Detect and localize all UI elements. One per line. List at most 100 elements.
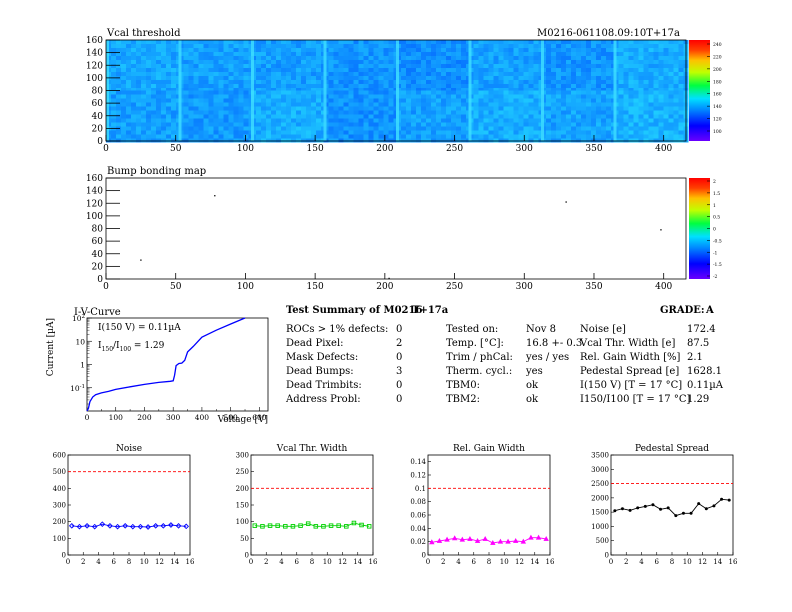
- heatmap-cell: [286, 118, 291, 123]
- heatmap-cell: [261, 64, 266, 68]
- heatmap-cell: [546, 56, 551, 60]
- heatmap-cell: [136, 88, 141, 92]
- heatmap-cell: [498, 122, 504, 127]
- heatmap-cell: [488, 60, 494, 64]
- heatmap-cell: [363, 106, 369, 111]
- heatmap-cell: [291, 68, 296, 72]
- heatmap-cell: [243, 44, 249, 48]
- heatmap-cell: [343, 114, 349, 119]
- heatmap-cell: [228, 126, 234, 131]
- heatmap-cell: [601, 60, 606, 64]
- heatmap-cell: [281, 52, 286, 56]
- heatmap-cell: [648, 68, 654, 72]
- heatmap-cell: [161, 134, 166, 139]
- heatmap-cell: [596, 84, 601, 88]
- heatmap-cell: [561, 72, 566, 76]
- heatmap-cell: [456, 94, 461, 99]
- heatmap-cell: [126, 118, 131, 123]
- heatmap-cell: [136, 110, 141, 115]
- heatmap-cell: [256, 40, 261, 44]
- heatmap-cell: [266, 76, 271, 80]
- heatmap-cell: [311, 80, 316, 84]
- heatmap-cell: [678, 68, 684, 72]
- heatmap-cell: [348, 134, 354, 139]
- heatmap-cell: [576, 56, 581, 60]
- heatmap-cell: [581, 60, 586, 64]
- heatmap-cell: [203, 52, 209, 56]
- heatmap-cell: [566, 98, 571, 103]
- heatmap-cell: [203, 106, 209, 111]
- heatmap-cell: [523, 118, 529, 123]
- heatmap-cell: [306, 52, 311, 56]
- iv-curve-line: [86, 317, 246, 412]
- heatmap-cell: [188, 134, 194, 139]
- heatmap-cell: [406, 60, 411, 64]
- heatmap-cell: [358, 76, 364, 80]
- heatmap-cell: [338, 126, 344, 131]
- heatmap-cell: [353, 138, 359, 143]
- heatmap-cell: [266, 118, 271, 123]
- heatmap-cell: [353, 126, 359, 131]
- heatmap-cell: [353, 60, 359, 64]
- heatmap-cell: [188, 84, 194, 88]
- heatmap-cell: [266, 94, 271, 99]
- heatmap-cell: [306, 64, 311, 68]
- heatmap-cell: [551, 40, 556, 44]
- heatmap-cell: [663, 122, 669, 127]
- heatmap-cell: [586, 134, 591, 139]
- heatmap-cell: [411, 80, 416, 84]
- heatmap-cell: [378, 48, 384, 52]
- heatmap-cell: [383, 88, 389, 92]
- heatmap-cell: [363, 130, 369, 135]
- heatmap-cell: [493, 114, 499, 119]
- heatmap-cell: [601, 98, 606, 103]
- heatmap-cell: [291, 52, 296, 56]
- heatmap-cell: [528, 134, 534, 139]
- heatmap-cell: [528, 94, 534, 99]
- heatmap-cell: [461, 114, 466, 119]
- heatmap-cell: [416, 56, 421, 60]
- heatmap-cell: [213, 68, 219, 72]
- map2-palette-bar: [689, 178, 710, 279]
- heatmap-cell: [388, 56, 394, 60]
- heatmap-cell: [606, 126, 611, 131]
- heatmap-cell: [546, 122, 551, 127]
- map2-y-tick-label: 0: [97, 275, 103, 285]
- map1-palette-label: 100: [713, 129, 722, 135]
- heatmap-cell: [121, 114, 126, 119]
- heatmap-cell: [261, 114, 266, 119]
- heatmap-cell: [461, 84, 466, 88]
- heatmap-cell: [193, 84, 199, 88]
- heatmap-cell: [606, 98, 611, 103]
- heatmap-cell: [116, 114, 121, 119]
- heatmap-cell: [513, 126, 519, 131]
- heatmap-cell: [353, 122, 359, 127]
- heatmap-cell: [478, 134, 484, 139]
- heatmap-cell: [111, 80, 116, 84]
- heatmap-cell: [653, 48, 659, 52]
- heatmap-cell: [421, 122, 426, 127]
- heatmap-cell: [373, 72, 379, 76]
- heatmap-cell: [136, 72, 141, 76]
- heatmap-cell: [183, 88, 189, 92]
- heatmap-cell: [513, 94, 519, 99]
- heatmap-cell: [141, 76, 146, 80]
- heatmap-cell: [373, 138, 379, 143]
- heatmap-cell: [286, 88, 291, 92]
- heatmap-cell: [678, 52, 684, 56]
- heatmap-cell: [483, 126, 489, 131]
- heatmap-cell: [606, 52, 611, 56]
- heatmap-cell: [518, 84, 524, 88]
- heatmap-cell: [281, 64, 286, 68]
- heatmap-cell: [663, 60, 669, 64]
- heatmap-cell: [131, 76, 136, 80]
- summary-row: Dead Bumps: 3: [286, 366, 403, 377]
- heatmap-cell: [368, 126, 374, 131]
- heatmap-cell: [576, 52, 581, 56]
- heatmap-cell: [233, 114, 239, 119]
- heatmap-cell: [146, 40, 151, 44]
- map1-palette-label: 120: [713, 117, 722, 123]
- heatmap-cell: [261, 122, 266, 127]
- heatmap-cell: [358, 56, 364, 60]
